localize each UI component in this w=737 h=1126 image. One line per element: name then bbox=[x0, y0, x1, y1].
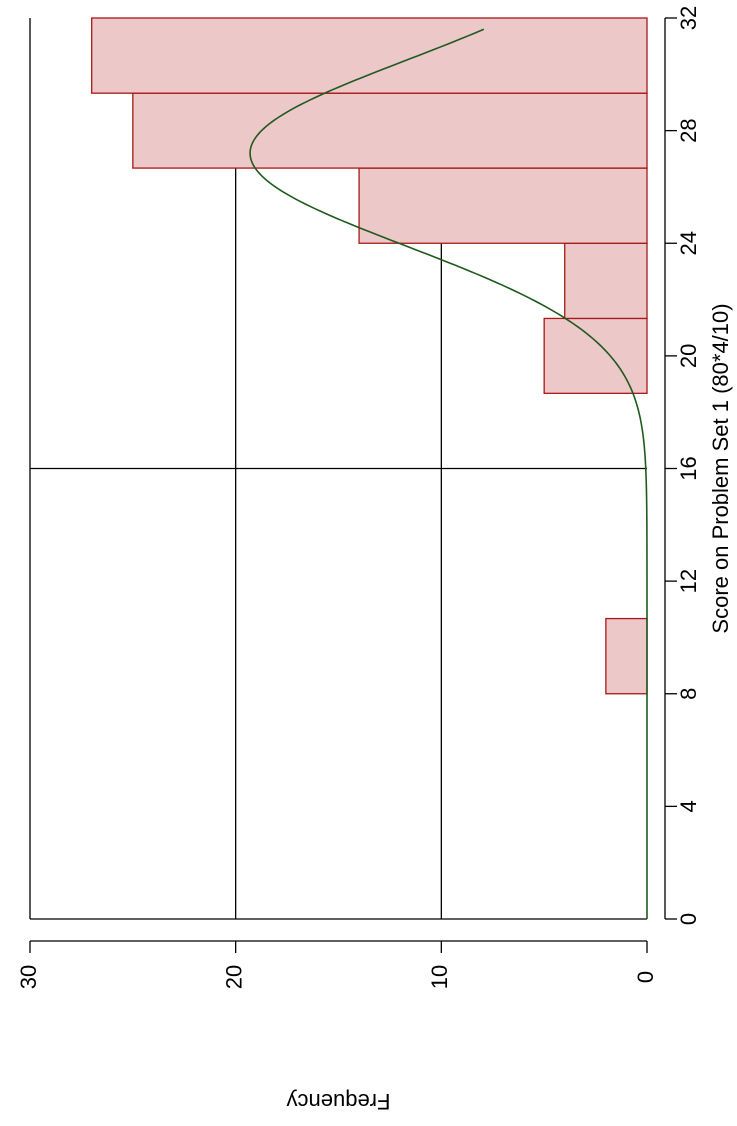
histogram-bar bbox=[91, 17, 648, 94]
score-tick-label: 16 bbox=[676, 456, 701, 480]
density-curve-group bbox=[249, 28, 648, 919]
axes bbox=[29, 17, 677, 953]
histogram-bar bbox=[358, 167, 648, 244]
score-tick-label: 28 bbox=[676, 118, 701, 142]
axis-labels: 0 4 8 12 16 20 24 28 32 0 10 20 30 Score on Problem S… bbox=[16, 6, 733, 1114]
score-tick-label: 20 bbox=[676, 344, 701, 368]
score-tick-label: 32 bbox=[676, 6, 701, 30]
histogram-bar bbox=[132, 92, 648, 169]
frequency-tick-label: 20 bbox=[221, 965, 246, 989]
frequency-axis-title: Frequency bbox=[287, 1089, 391, 1114]
histogram-bar bbox=[564, 242, 648, 320]
score-tick-label: 4 bbox=[676, 800, 701, 812]
frequency-tick-label: 10 bbox=[427, 965, 452, 989]
score-tick-label: 12 bbox=[676, 569, 701, 593]
score-tick-label: 0 bbox=[676, 913, 701, 925]
score-tick-label: 24 bbox=[676, 231, 701, 255]
score-tick-label: 8 bbox=[676, 688, 701, 700]
frequency-tick-label: 0 bbox=[633, 971, 658, 983]
frequency-tick-label: 30 bbox=[16, 965, 41, 989]
histogram-bar bbox=[543, 317, 648, 394]
histogram-bars bbox=[91, 17, 648, 695]
density-curve bbox=[249, 28, 648, 919]
histogram-bar bbox=[605, 617, 648, 695]
score-axis-title: Score on Problem Set 1 (80*4/10) bbox=[708, 303, 733, 633]
